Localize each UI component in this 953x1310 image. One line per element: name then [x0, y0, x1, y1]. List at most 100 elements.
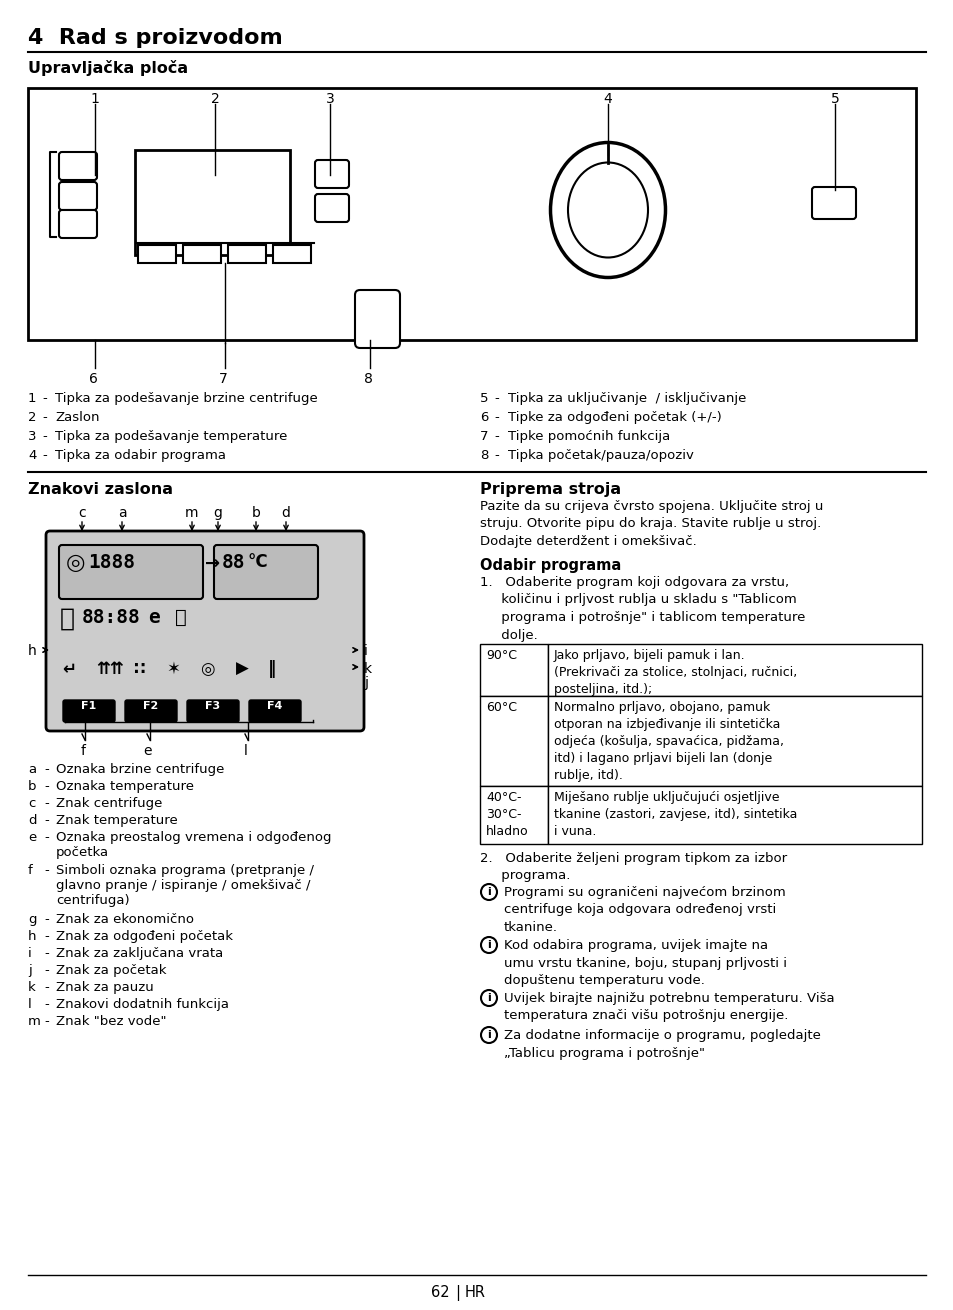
- Text: -: -: [42, 392, 47, 405]
- Text: 3: 3: [325, 92, 334, 106]
- Bar: [479, 645, 547, 696]
- Text: -: -: [42, 430, 47, 443]
- Text: °C: °C: [248, 553, 269, 571]
- Text: -: -: [44, 762, 49, 776]
- Text: 6: 6: [89, 372, 97, 386]
- FancyBboxPatch shape: [125, 700, 177, 722]
- Text: 2.   Odaberite željeni program tipkom za izbor
     programa.: 2. Odaberite željeni program tipkom za i…: [479, 852, 786, 883]
- Text: Uvijek birajte najnižu potrebnu temperaturu. Viša
temperatura znači višu potrošn: Uvijek birajte najnižu potrebnu temperat…: [503, 992, 834, 1023]
- Text: Znak za odgođeni početak: Znak za odgođeni početak: [56, 930, 233, 943]
- Text: ⧗: ⧗: [60, 607, 75, 631]
- Text: Tipka početak/pauza/opoziv: Tipka početak/pauza/opoziv: [507, 449, 693, 462]
- Text: j: j: [28, 964, 31, 977]
- Text: m: m: [185, 506, 198, 520]
- Text: Znak centrifuge: Znak centrifuge: [56, 796, 162, 810]
- FancyBboxPatch shape: [63, 700, 115, 722]
- Text: i: i: [487, 993, 491, 1003]
- Text: Znak za pauzu: Znak za pauzu: [56, 981, 153, 994]
- Text: f: f: [80, 744, 86, 758]
- Text: Pazite da su crijeva čvrsto spojena. Uključite stroj u
struju. Otvorite pipu do : Pazite da su crijeva čvrsto spojena. Ukl…: [479, 500, 822, 548]
- Text: 4: 4: [603, 92, 612, 106]
- Text: Jako prljavo, bijeli pamuk i lan.
(Prekrivači za stolice, stolnjaci, ručnici,
po: Jako prljavo, bijeli pamuk i lan. (Prekr…: [554, 648, 797, 696]
- Text: 60°C: 60°C: [485, 701, 517, 714]
- Bar: [135, 151, 290, 255]
- Text: 7: 7: [479, 430, 488, 443]
- Text: j: j: [364, 676, 368, 690]
- FancyBboxPatch shape: [213, 545, 317, 599]
- Text: 90°C: 90°C: [485, 648, 517, 662]
- Text: d: d: [28, 814, 36, 827]
- FancyBboxPatch shape: [59, 210, 97, 238]
- Text: l: l: [244, 744, 248, 758]
- FancyBboxPatch shape: [249, 700, 301, 722]
- Text: a: a: [28, 762, 36, 776]
- Text: ∷: ∷: [132, 660, 145, 679]
- Text: Za dodatne informacije o programu, pogledajte
„Tablicu programa i potrošnje": Za dodatne informacije o programu, pogle…: [503, 1028, 820, 1060]
- Text: 62: 62: [431, 1285, 450, 1300]
- Text: i: i: [487, 1030, 491, 1040]
- Text: Normalno prljavo, obojano, pamuk
otporan na izbjeđivanje ili sintetička
odjeća (: Normalno prljavo, obojano, pamuk otporan…: [554, 701, 783, 782]
- FancyBboxPatch shape: [314, 194, 349, 221]
- Text: 2: 2: [211, 92, 219, 106]
- Bar: [28, 88, 915, 341]
- Text: d: d: [281, 506, 290, 520]
- Text: a: a: [117, 506, 126, 520]
- Text: Upravljačka ploča: Upravljačka ploča: [28, 60, 188, 76]
- Text: Tipka za odabir programa: Tipka za odabir programa: [55, 449, 226, 462]
- Text: -: -: [44, 981, 49, 994]
- Text: f: f: [28, 865, 32, 876]
- Text: Znak za zaključana vrata: Znak za zaključana vrata: [56, 947, 223, 960]
- Text: 88:88: 88:88: [82, 608, 141, 627]
- Bar: [547, 645, 921, 696]
- Text: -: -: [494, 392, 498, 405]
- Text: ⇈⇈: ⇈⇈: [96, 660, 124, 679]
- Text: Znakovi zaslona: Znakovi zaslona: [28, 482, 172, 496]
- Bar: [547, 696, 921, 786]
- Text: 5: 5: [830, 92, 839, 106]
- Text: F3: F3: [205, 701, 220, 711]
- Text: ✶: ✶: [166, 660, 180, 679]
- Text: h: h: [28, 930, 36, 943]
- Text: e: e: [28, 831, 36, 844]
- Text: Zaslon: Zaslon: [55, 411, 99, 424]
- Text: -: -: [44, 913, 49, 926]
- Text: 1888: 1888: [88, 553, 135, 572]
- Text: -: -: [42, 449, 47, 462]
- Text: Priprema stroja: Priprema stroja: [479, 482, 620, 496]
- Text: Znakovi dodatnih funkcija: Znakovi dodatnih funkcija: [56, 998, 229, 1011]
- Text: -: -: [44, 930, 49, 943]
- Text: Znak temperature: Znak temperature: [56, 814, 177, 827]
- Bar: [479, 786, 547, 844]
- Bar: [138, 245, 175, 263]
- Text: Oznaka brzine centrifuge: Oznaka brzine centrifuge: [56, 762, 224, 776]
- Circle shape: [480, 990, 497, 1006]
- Text: -: -: [44, 1015, 49, 1028]
- Bar: [273, 245, 311, 263]
- Bar: [547, 786, 921, 844]
- Text: -: -: [42, 411, 47, 424]
- Text: k: k: [28, 981, 35, 994]
- Text: ↵: ↵: [62, 660, 76, 679]
- Text: Odabir programa: Odabir programa: [479, 558, 620, 572]
- Text: 88: 88: [222, 553, 245, 572]
- Text: F4: F4: [267, 701, 282, 711]
- Text: -: -: [44, 831, 49, 844]
- Text: i: i: [487, 887, 491, 897]
- Text: HR: HR: [464, 1285, 485, 1300]
- Text: 8: 8: [479, 449, 488, 462]
- FancyBboxPatch shape: [187, 700, 239, 722]
- Text: Znak za početak: Znak za početak: [56, 964, 167, 977]
- Text: g: g: [28, 913, 36, 926]
- Text: k: k: [364, 662, 372, 676]
- Text: b: b: [252, 506, 260, 520]
- Text: 1: 1: [91, 92, 99, 106]
- Text: 1.   Odaberite program koji odgovara za vrstu,
     količinu i prljvost rublja u: 1. Odaberite program koji odgovara za vr…: [479, 576, 804, 642]
- Text: Znak "bez vode": Znak "bez vode": [56, 1015, 167, 1028]
- Text: Simboli oznaka programa (pretpranje /
glavno pranje / ispiranje / omekšivač /
ce: Simboli oznaka programa (pretpranje / gl…: [56, 865, 314, 907]
- Text: l: l: [28, 998, 31, 1011]
- Text: 40°C-
30°C-
hladno: 40°C- 30°C- hladno: [485, 791, 528, 838]
- Text: Oznaka temperature: Oznaka temperature: [56, 779, 193, 793]
- Text: i: i: [28, 947, 31, 960]
- Text: 2: 2: [28, 411, 36, 424]
- Text: Tipka za uključivanje  / isključivanje: Tipka za uključivanje / isključivanje: [507, 392, 745, 405]
